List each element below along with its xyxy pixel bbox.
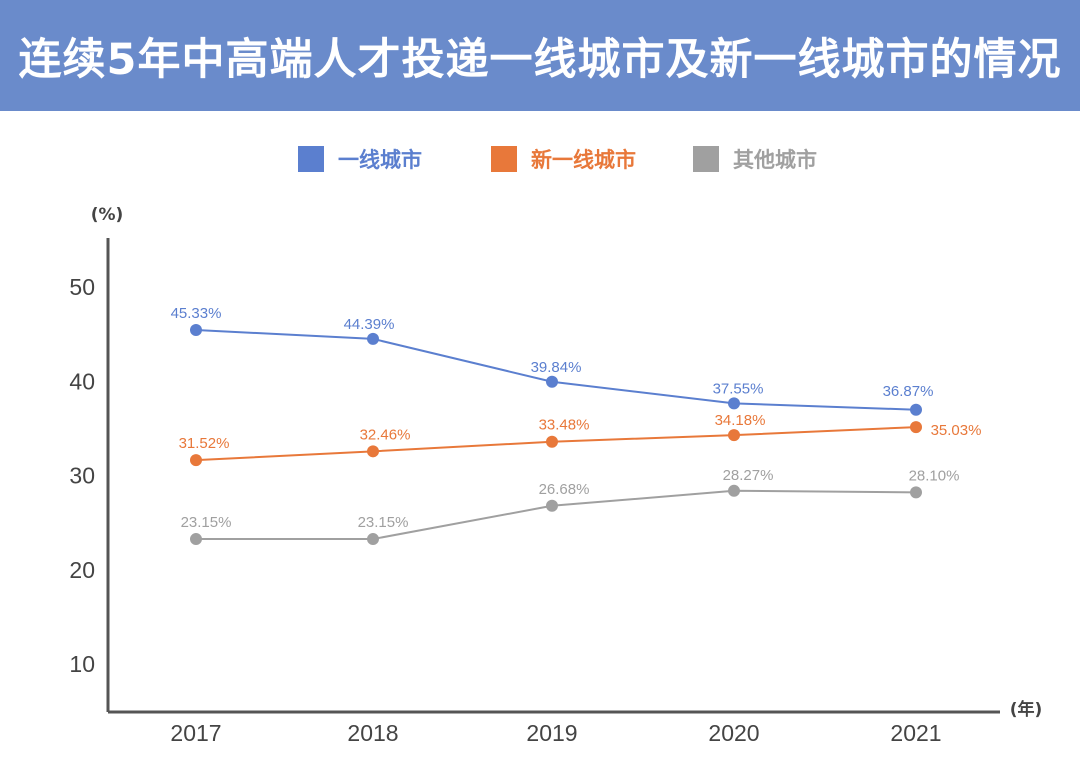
x-tick-label: 2020	[708, 720, 759, 746]
data-point	[546, 375, 558, 388]
data-label: 45.33%	[171, 305, 222, 322]
y-tick-label: 20	[69, 557, 95, 583]
data-label: 31.52%	[179, 435, 230, 452]
x-tick-label: 2018	[347, 720, 398, 746]
data-point	[728, 429, 740, 442]
title-banner: 连续5年中高端人才投递一线城市及新一线城市的情况	[0, 0, 1080, 111]
data-label: 28.10%	[909, 467, 960, 484]
legend-label-series-1: 一线城市	[338, 148, 422, 172]
data-point	[190, 324, 202, 337]
data-point	[910, 421, 922, 434]
data-point	[910, 486, 922, 499]
data-label: 34.18%	[715, 412, 766, 429]
legend-item-series-1: 一线城市	[298, 142, 422, 176]
x-tick-label: 2019	[526, 720, 577, 746]
data-point	[546, 499, 558, 512]
data-point	[190, 454, 202, 467]
data-point	[728, 484, 740, 497]
data-point	[546, 435, 558, 448]
legend-item-series-2: 新一线城市	[491, 142, 636, 176]
data-point	[367, 533, 379, 546]
data-label: 32.46%	[360, 426, 411, 443]
data-point	[190, 533, 202, 546]
x-tick-label: 2021	[890, 720, 941, 746]
legend-swatch-series-1	[298, 146, 324, 172]
data-label: 39.84%	[531, 359, 582, 376]
y-tick-label: 10	[69, 651, 95, 677]
x-axis-unit-label: (年)	[1010, 699, 1043, 720]
data-label: 26.68%	[539, 481, 590, 498]
legend-swatch-series-2	[491, 146, 517, 172]
data-point	[910, 403, 922, 416]
legend: 一线城市 新一线城市 其他城市	[0, 142, 1080, 176]
legend-label-series-3: 其他城市	[733, 148, 817, 172]
chart-title: 连续5年中高端人才投递一线城市及新一线城市的情况	[18, 34, 1062, 85]
legend-label-series-2: 新一线城市	[531, 148, 636, 172]
data-label: 23.15%	[181, 514, 232, 531]
y-tick-label: 40	[69, 368, 95, 394]
legend-swatch-series-3	[693, 146, 719, 172]
y-tick-label: 50	[69, 274, 95, 300]
series-line-3	[196, 489, 917, 541]
data-point	[367, 332, 379, 345]
data-label: 35.03%	[931, 422, 982, 439]
data-label: 33.48%	[539, 417, 590, 434]
data-label: 36.87%	[883, 383, 934, 400]
data-point	[367, 445, 379, 458]
data-label: 37.55%	[713, 380, 764, 397]
data-label: 23.15%	[358, 514, 409, 531]
y-tick-label: 30	[69, 463, 95, 489]
data-label: 28.27%	[723, 467, 774, 484]
legend-item-series-3: 其他城市	[693, 142, 817, 176]
x-tick-label: 2017	[170, 720, 221, 746]
data-label: 44.39%	[344, 316, 395, 333]
data-point	[728, 397, 740, 410]
y-axis-unit-label: (%)	[91, 205, 124, 225]
